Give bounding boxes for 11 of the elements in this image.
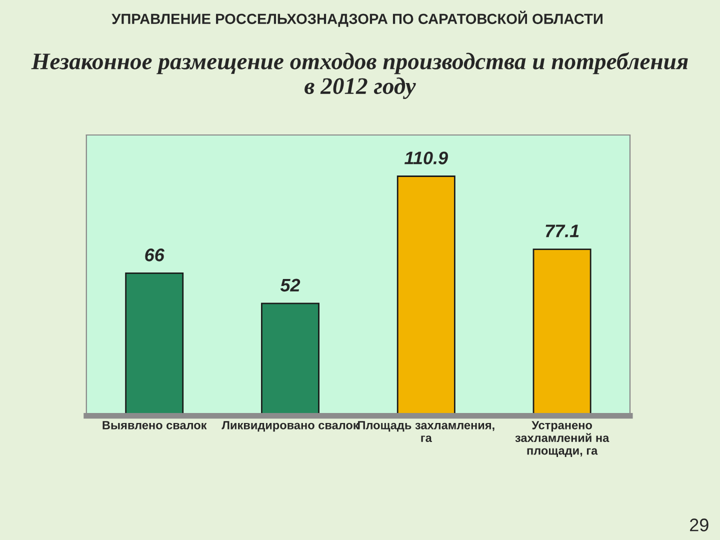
x-tick-label: Ликвидировано свалок [222, 421, 359, 432]
x-tick-label: Устранено захламлений на площади, га [515, 421, 610, 457]
text: 29 [690, 518, 708, 532]
x-tick-label: Выявлено свалок [102, 421, 207, 430]
text: УПРАВЛЕНИЕ РОССЕЛЬХОЗНАДЗОРА ПО САРАТОВСКОЙ ОБЛАСТИ [112, 10, 602, 27]
x-tick-label: Площадь захламления, га [358, 421, 494, 442]
data-label: 110.9 [404, 152, 448, 164]
chart-title: Незаконное размещение отходов производства и потребления в 2012 году [31, 52, 688, 99]
data-label: 77.1 [546, 224, 579, 238]
data-label: 66 [145, 248, 164, 262]
data-label: 52 [280, 278, 300, 292]
